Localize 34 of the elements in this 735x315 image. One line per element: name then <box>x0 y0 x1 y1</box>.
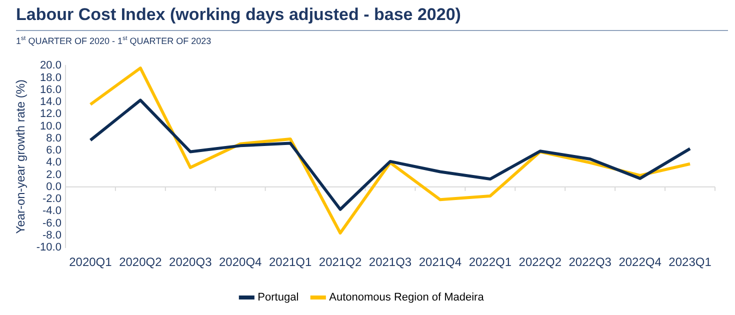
y-tick-label: -2.0 <box>42 193 62 206</box>
y-tick-label: 4.0 <box>46 156 62 169</box>
y-tick-label: 18.0 <box>40 72 62 84</box>
y-tick-label: 10.0 <box>40 120 62 132</box>
x-tick-label: 2021Q2 <box>318 255 362 270</box>
y-tick-label: -4.0 <box>42 205 62 218</box>
y-tick-label: 6.0 <box>46 144 62 157</box>
x-tick-label: 2021Q4 <box>418 255 462 270</box>
x-tick-label: 2021Q3 <box>368 255 412 270</box>
x-tick-label: 2022Q3 <box>568 255 612 270</box>
y-tick-label: 8.0 <box>46 132 62 144</box>
y-tick-label: -6.0 <box>42 217 62 230</box>
x-tick-label: 2020Q1 <box>69 255 112 270</box>
chart-title: Labour Cost Index (working days adjusted - base 2020) <box>16 5 461 25</box>
legend-label: Portugal <box>258 292 299 304</box>
y-tick-label: 16.0 <box>40 84 62 96</box>
x-tick-label: 2022Q2 <box>518 255 562 270</box>
y-tick-label: -8.0 <box>42 230 62 242</box>
x-tick-label: 2022Q1 <box>468 255 512 270</box>
y-tick-label: 2.0 <box>46 168 62 181</box>
y-tick-label: -10.0 <box>36 242 62 254</box>
x-tick-label: 2021Q1 <box>268 255 312 270</box>
y-tick-label: 20.0 <box>40 60 62 72</box>
y-tick-label: 12.0 <box>40 108 62 120</box>
x-tick-label: 2023Q1 <box>668 255 712 270</box>
x-tick-label: 2020Q2 <box>119 255 162 270</box>
x-tick-label: 2022Q4 <box>618 255 662 270</box>
x-tick-label: 2020Q3 <box>169 255 212 270</box>
y-axis-title: Year-on-year growth rate (%) <box>14 79 28 234</box>
y-tick-label: 14.0 <box>40 96 62 108</box>
legend-label: Autonomous Region of Madeira <box>329 292 485 304</box>
y-tick-label: 0.0 <box>46 180 62 193</box>
x-tick-label: 2020Q4 <box>218 255 262 270</box>
chart-subtitle: 1$^{st}$ QUARTER OF 2020 - 1$^{st}$ QUARTER OF 2023 <box>16 36 212 46</box>
